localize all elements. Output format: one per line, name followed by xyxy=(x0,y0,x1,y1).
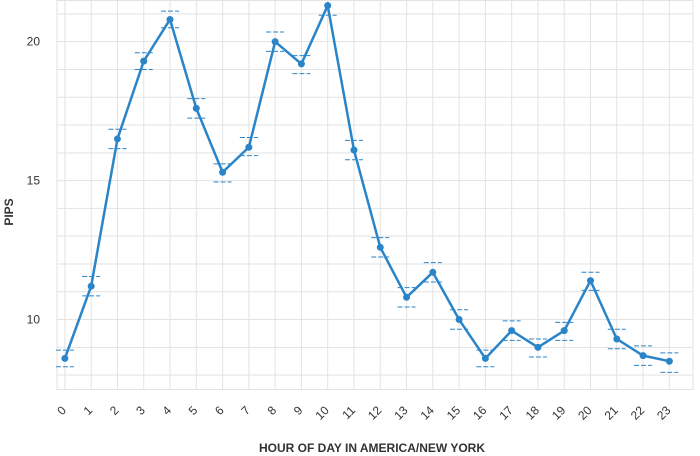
data-point[interactable] xyxy=(665,357,673,365)
data-point[interactable] xyxy=(560,327,568,335)
range-markers xyxy=(55,10,679,373)
y-tick-label: 15 xyxy=(27,174,41,188)
x-tick-label: 16 xyxy=(470,403,490,423)
data-point[interactable] xyxy=(587,277,595,285)
data-point[interactable] xyxy=(245,143,253,151)
y-axis-ticks: 10 15 20 xyxy=(27,35,41,327)
data-point[interactable] xyxy=(376,243,384,251)
y-tick-label: 10 xyxy=(27,313,41,327)
data-point[interactable] xyxy=(271,38,279,46)
x-tick-label: 10 xyxy=(312,403,332,423)
x-tick-label: 18 xyxy=(523,403,543,423)
y-axis-title: PIPS xyxy=(2,198,16,225)
data-point[interactable] xyxy=(429,268,437,276)
x-tick-label: 12 xyxy=(365,403,385,423)
series-line xyxy=(63,4,670,363)
x-tick-label: 9 xyxy=(291,403,306,418)
x-tick-label: 20 xyxy=(575,403,595,423)
x-axis-title: HOUR OF DAY IN AMERICA/NEW YORK xyxy=(259,441,485,455)
x-axis-ticks: 0 1 2 3 4 5 6 7 8 9 10 11 12 13 14 15 16 17 18 19 20 21 22 23 xyxy=(54,403,673,423)
data-point[interactable] xyxy=(639,352,647,360)
data-point[interactable] xyxy=(61,354,69,362)
x-tick-label: 5 xyxy=(186,403,201,418)
x-tick-label: 23 xyxy=(654,403,674,423)
data-point[interactable] xyxy=(219,168,227,176)
x-tick-label: 22 xyxy=(628,403,648,423)
data-point[interactable] xyxy=(613,335,621,343)
data-point[interactable] xyxy=(324,2,332,10)
data-point[interactable] xyxy=(166,15,174,23)
data-point[interactable] xyxy=(113,135,121,143)
x-tick-label: 14 xyxy=(418,403,438,423)
data-point[interactable] xyxy=(403,293,411,301)
x-tick-label: 3 xyxy=(133,403,148,418)
series-pips xyxy=(61,2,673,365)
data-point[interactable] xyxy=(481,354,489,362)
x-tick-label: 15 xyxy=(444,403,464,423)
data-point[interactable] xyxy=(350,146,358,154)
data-point[interactable] xyxy=(455,316,463,324)
grid xyxy=(56,0,694,390)
data-point[interactable] xyxy=(140,57,148,65)
x-tick-label: 4 xyxy=(160,403,175,418)
x-tick-label: 11 xyxy=(339,403,358,422)
x-tick-label: 2 xyxy=(107,403,122,418)
data-point[interactable] xyxy=(534,343,542,351)
x-tick-label: 21 xyxy=(602,403,622,423)
x-tick-label: 13 xyxy=(391,403,411,423)
x-tick-label: 17 xyxy=(496,403,516,423)
plot-frame xyxy=(56,0,694,390)
data-point[interactable] xyxy=(297,60,305,68)
x-tick-label: 6 xyxy=(212,403,227,418)
data-point[interactable] xyxy=(87,282,95,290)
x-tick-label: 1 xyxy=(81,403,96,418)
data-point[interactable] xyxy=(192,104,200,112)
y-tick-label: 20 xyxy=(27,35,41,49)
x-tick-label: 7 xyxy=(238,403,253,418)
data-point[interactable] xyxy=(508,327,516,335)
x-tick-label: 19 xyxy=(549,403,569,423)
x-tick-label: 8 xyxy=(265,403,280,418)
x-tick-label: 0 xyxy=(54,403,69,418)
